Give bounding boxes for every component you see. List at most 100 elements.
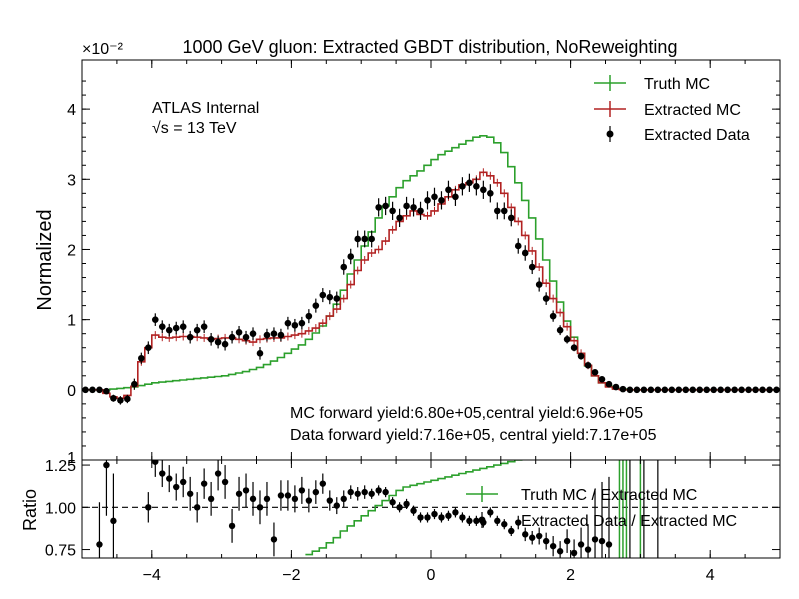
- y-tick-label: 2: [67, 242, 76, 259]
- ratio-data-point: [152, 460, 159, 465]
- extracted-data-point: [131, 380, 138, 388]
- extracted-data-point: [528, 263, 536, 271]
- extracted-data-point: [158, 323, 166, 330]
- legend-extracted-data-marker: [606, 130, 614, 138]
- extracted-data-point: [487, 190, 494, 197]
- extracted-data-point: [717, 386, 724, 394]
- ratio-data-point: [598, 537, 606, 545]
- ratio-data-point: [424, 514, 431, 521]
- ratio-data-point: [452, 509, 459, 516]
- extracted-data-point: [165, 326, 173, 334]
- ratio-data-point: [319, 480, 327, 487]
- extracted-data-point: [249, 330, 257, 337]
- extracted-data-point: [696, 386, 704, 394]
- ratio-data-point: [291, 495, 299, 503]
- extracted-data-point: [710, 386, 717, 394]
- ratio-data-point: [249, 495, 257, 503]
- extracted-data-point: [235, 328, 243, 336]
- ratio-data-point: [501, 521, 508, 528]
- extracted-data-point: [535, 281, 543, 288]
- ratio-data-point: [445, 512, 452, 519]
- extracted-data-point: [228, 333, 236, 341]
- extracted-data-point: [172, 324, 180, 332]
- extracted-data-point: [752, 386, 759, 394]
- ratio-data-point: [298, 487, 306, 494]
- extracted-data-point: [410, 204, 417, 211]
- extracted-data-point: [382, 202, 389, 210]
- extracted-data-point: [179, 323, 187, 330]
- scale-label: ×10⁻²: [82, 41, 124, 58]
- ratio-y-tick-label: 0.75: [45, 543, 76, 560]
- extracted-data-point: [256, 350, 264, 357]
- x-tick-label: −2: [282, 567, 300, 584]
- extracted-data-point: [591, 368, 599, 376]
- data-yield-label: Data forward yield:7.16e+05, central yie…: [290, 427, 657, 444]
- ratio-data-point: [263, 495, 271, 503]
- extracted-data-point: [445, 186, 452, 194]
- extracted-data-point: [738, 386, 745, 394]
- ratio-data-point: [508, 527, 515, 535]
- extracted-data-point: [766, 386, 773, 394]
- ratio-data-point: [535, 532, 543, 540]
- legend-extracted-mc: Extracted MC: [644, 102, 741, 119]
- ratio-data-point: [193, 504, 201, 511]
- extracted-data-point: [640, 386, 648, 394]
- ratio-data-point: [494, 517, 501, 525]
- extracted-data-point: [438, 197, 445, 204]
- extracted-data-point: [151, 316, 159, 323]
- extracted-data-point: [389, 207, 396, 215]
- extracted-data-point: [682, 386, 690, 394]
- ratio-data-point: [556, 548, 564, 555]
- extracted-data-point: [570, 344, 578, 352]
- extracted-data-point: [675, 386, 683, 394]
- legend-truth-mc: Truth MC: [644, 76, 710, 93]
- ratio-data-point: [438, 514, 445, 521]
- ratio-data-point: [159, 470, 166, 477]
- ratio-data-point: [145, 504, 152, 511]
- extracted-data-point: [759, 386, 766, 394]
- extracted-data-point: [242, 333, 250, 341]
- extracted-data-point: [514, 242, 522, 250]
- ratio-data-point: [235, 490, 243, 497]
- extracted-data-point: [333, 295, 341, 302]
- extracted-data-point: [291, 321, 299, 329]
- extracted-data-point: [424, 197, 431, 204]
- extracted-data-point: [312, 302, 320, 309]
- ratio-data-point: [186, 490, 194, 497]
- ratio-data-point: [459, 514, 466, 521]
- extracted-data-point: [89, 386, 96, 394]
- ratio-data-point: [522, 531, 529, 538]
- bottom-frame: [81, 459, 781, 559]
- ratio-data-point: [96, 541, 103, 548]
- extracted-data-point: [124, 395, 131, 403]
- x-tick-label: 0: [427, 567, 436, 584]
- extracted-data-point: [103, 387, 110, 395]
- x-tick-label: 2: [566, 567, 575, 584]
- ratio-data-point: [563, 537, 571, 545]
- extracted-mc-histogram: [82, 171, 780, 399]
- ratio-data-point: [284, 492, 292, 499]
- extracted-data-point: [368, 235, 375, 243]
- extracted-data-point: [507, 214, 515, 222]
- ratio-data-point: [277, 492, 285, 499]
- extracted-data-point: [473, 183, 480, 190]
- legend-extracted-data: Extracted Data: [644, 127, 750, 144]
- extracted-data-point: [305, 312, 313, 320]
- extracted-data-point: [354, 235, 362, 243]
- ratio-data-point: [166, 475, 173, 482]
- ratio-data-point: [110, 517, 117, 525]
- ratio-data-point: [368, 490, 375, 497]
- extracted-data-point: [689, 386, 697, 394]
- ratio-data-point: [577, 541, 585, 548]
- extracted-data-point: [598, 375, 606, 383]
- extracted-data-point: [542, 295, 550, 302]
- extracted-data-point: [619, 385, 627, 393]
- experiment-label: ATLAS Internal: [152, 100, 259, 117]
- y-tick-label: 1: [67, 313, 76, 330]
- ratio-data-point: [207, 495, 215, 503]
- ratio-data-point: [200, 480, 208, 487]
- extracted-data-point: [138, 354, 145, 362]
- ratio-data-point: [305, 497, 313, 504]
- mc-yield-label: MC forward yield:6.80e+05,central yield:…: [290, 405, 643, 422]
- extracted-data-point: [145, 344, 152, 352]
